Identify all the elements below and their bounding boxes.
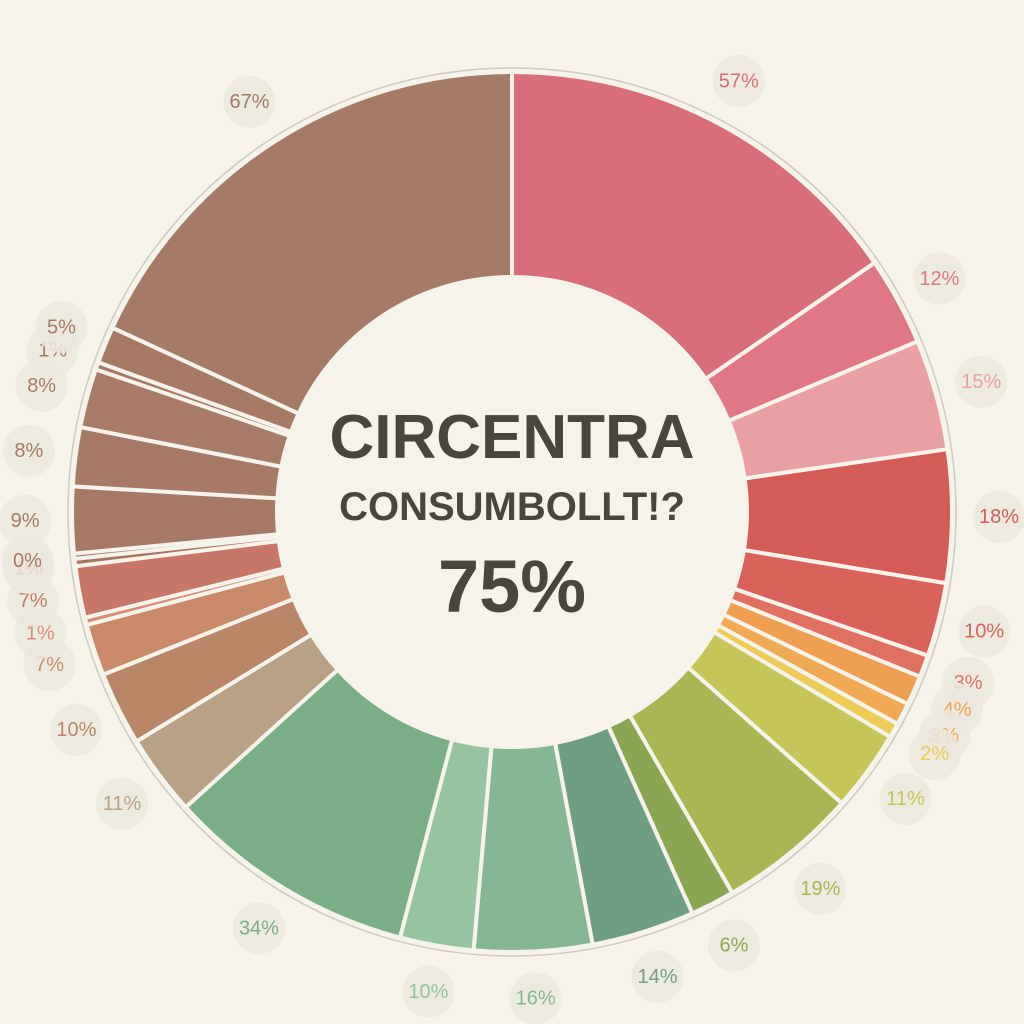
slice-label: 16% <box>516 988 556 1010</box>
slice-label: 11% <box>886 788 925 810</box>
chart-title: CIRCENTRA <box>329 403 694 472</box>
slice-label: 34% <box>239 917 279 939</box>
label-badge <box>958 605 1011 658</box>
slice-label: 8% <box>27 375 56 397</box>
slice-label: 12% <box>919 268 959 290</box>
label-badge <box>913 252 966 305</box>
slice-label: 10% <box>56 719 96 741</box>
slice-label: 0% <box>13 550 42 572</box>
label-group: 57%12%15%18%10%3%4%3%2%11%19%6%14%16%10%… <box>0 55 1024 1024</box>
outer-ring <box>67 67 957 957</box>
slice-label: 1% <box>26 622 55 644</box>
label-badge <box>232 902 285 955</box>
slice-label: 8% <box>14 440 43 462</box>
label-badge <box>509 972 562 1024</box>
slice-label: 11% <box>103 793 142 815</box>
label-badge <box>972 490 1024 543</box>
slice-label: 19% <box>800 878 840 900</box>
label-badge <box>794 862 847 915</box>
slice-label: 2% <box>920 743 949 765</box>
slice-label: 14% <box>637 966 677 988</box>
label-badge <box>712 55 765 108</box>
label-badge <box>50 703 103 756</box>
slice-label: 15% <box>961 371 1001 393</box>
label-badge <box>955 355 1008 408</box>
slice-label: 10% <box>964 621 1004 643</box>
label-badge <box>223 75 276 128</box>
slice-label: 67% <box>229 91 269 113</box>
donut-hole <box>277 277 747 747</box>
slice-label: 6% <box>720 935 749 957</box>
slice-label: 7% <box>19 590 48 612</box>
label-badge <box>2 424 55 477</box>
slice-label: 7% <box>35 654 64 676</box>
label-badge <box>95 777 148 830</box>
label-badge <box>402 965 455 1018</box>
label-badge <box>631 950 684 1003</box>
label-badge <box>708 919 761 972</box>
label-badge <box>879 772 932 825</box>
label-badge <box>1 534 54 587</box>
slice-label: 5% <box>47 316 76 338</box>
slice-label: 10% <box>408 981 448 1003</box>
center-value: 75% <box>438 545 586 628</box>
slice-label: 18% <box>979 506 1019 528</box>
label-badge <box>908 727 961 780</box>
chart-subtitle: CONSUMBOLLT!? <box>339 485 685 529</box>
label-badge <box>0 494 52 547</box>
slice-label: 57% <box>719 70 759 92</box>
slice-label: 9% <box>11 510 40 532</box>
label-badge <box>35 301 88 354</box>
